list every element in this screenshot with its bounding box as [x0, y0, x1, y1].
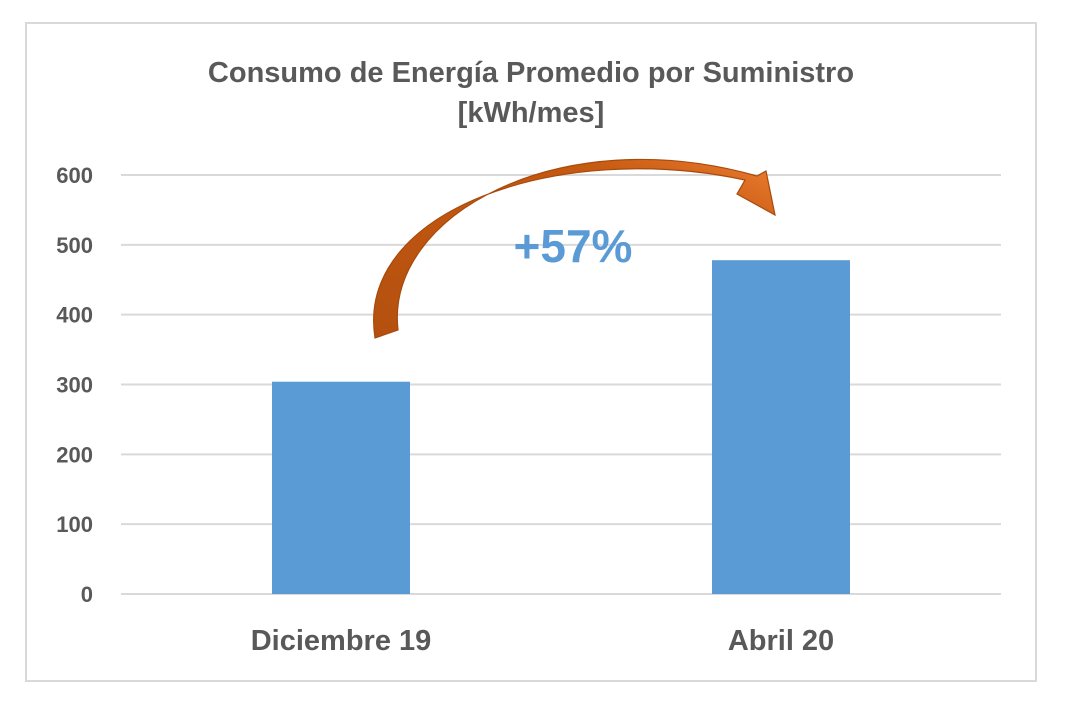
y-tick-label: 100 — [56, 512, 93, 537]
chart-title-line-1: Consumo de Energía Promedio por Suminist… — [208, 57, 854, 89]
y-tick-label: 300 — [56, 373, 93, 398]
growth-arrow — [373, 158, 776, 339]
y-tick-label: 400 — [56, 303, 93, 328]
x-category-label: Abril 20 — [728, 625, 834, 657]
bar-abril-20 — [712, 260, 850, 594]
y-tick-label: 200 — [56, 442, 93, 467]
chart-frame — [25, 22, 1037, 682]
bars — [272, 260, 850, 594]
y-axis-ticks: 0 100 200 300 400 500 600 — [56, 163, 93, 607]
bar-diciembre-19 — [272, 381, 410, 594]
x-axis-categories: Diciembre 19 Abril 20 — [251, 625, 834, 657]
y-tick-label: 600 — [56, 163, 93, 188]
chart-title-line-2: [kWh/mes] — [458, 97, 605, 129]
y-tick-label: 500 — [56, 233, 93, 258]
y-tick-label: 0 — [81, 582, 93, 607]
gridlines — [121, 174, 1001, 595]
growth-annotation: +57% — [514, 220, 633, 272]
x-category-label: Diciembre 19 — [251, 625, 432, 657]
